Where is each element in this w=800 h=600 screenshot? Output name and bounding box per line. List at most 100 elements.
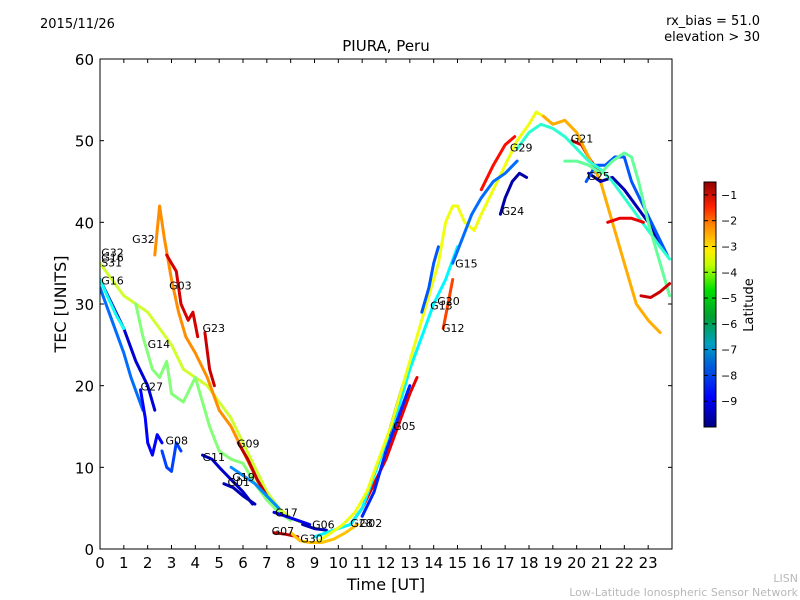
colorbar-tick-label: −8 (721, 369, 737, 382)
colorbar-tick-label: −5 (721, 292, 737, 305)
x-axis: 0 1 2 3 4 5 6 7 8 9 10 11 12 13 14 15 16 17 18 19 20 21 22 23 (95, 59, 658, 572)
x-tick-label: 3 (167, 554, 177, 572)
x-tick-label: 9 (310, 554, 320, 572)
series-g01 (222, 482, 257, 506)
satellite-label: G16 (101, 252, 124, 265)
x-tick-label: 8 (286, 554, 296, 572)
elevation-label: elevation > 30 (664, 30, 760, 45)
colorbar-ticks: −1 −2 −3 −4 −5 −6 −7 −8 −9 (704, 189, 737, 408)
footer-org-long: Low-Latitude Ionospheric Sensor Network (569, 586, 798, 599)
x-tick-label: 10 (329, 554, 348, 572)
satellite-label: G11 (202, 451, 225, 464)
x-tick-label: 2 (143, 554, 153, 572)
x-tick-label: 18 (519, 554, 538, 572)
x-axis-label: Time [UT] (346, 575, 425, 594)
satellite-label: G21 (571, 132, 594, 145)
series-green-late-1 (515, 122, 672, 261)
satellite-label: G02 (360, 517, 383, 530)
series-g32 (100, 261, 305, 525)
series-g29 (479, 135, 517, 192)
satellite-label: G08 (166, 434, 189, 447)
satellite-label: G27 (141, 381, 164, 394)
satellite-label: G28 (350, 517, 373, 530)
satellite-label: G23 (202, 322, 225, 335)
series-green-late-2 (563, 151, 672, 298)
x-tick-label: 12 (376, 554, 395, 572)
series-g03-red (165, 253, 200, 339)
satellite-label: G15 (455, 257, 478, 270)
series-track-green-early (100, 278, 126, 330)
satellite-label: G19 (232, 471, 255, 484)
x-tick-label: 23 (639, 554, 658, 572)
x-tick-label: 7 (262, 554, 272, 572)
footer-credit: LISN Low-Latitude Ionospheric Sensor Net… (569, 572, 798, 600)
y-tick-label: 40 (75, 214, 94, 232)
colorbar-tick-label: −9 (721, 395, 737, 408)
satellite-label: G06 (312, 519, 335, 532)
satellite-label: G07 (272, 525, 295, 538)
series-layer (100, 110, 672, 544)
series-g24 (498, 171, 529, 216)
satellite-label: G29 (510, 141, 533, 154)
date-label: 2015/11/26 (40, 17, 115, 32)
series-g08 (160, 441, 183, 473)
satellite-label: G20 (437, 295, 460, 308)
colorbar-tick-label: −3 (721, 240, 737, 253)
x-tick-label: 6 (238, 554, 248, 572)
colorbar-label: Latitude (742, 278, 757, 332)
series-g30 (289, 523, 359, 544)
colorbar-gradient (703, 181, 717, 428)
series-track-teal-early (100, 286, 145, 412)
y-axis: 0 10 20 30 40 50 60 (75, 51, 672, 559)
satellite-label: S31 (101, 256, 122, 269)
colorbar-tick-label: −1 (721, 189, 737, 202)
satellite-label: G13 (430, 300, 453, 313)
x-tick-label: 4 (191, 554, 201, 572)
y-axis-label: TEC [UNITS] (51, 256, 70, 354)
x-tick-label: 20 (567, 554, 586, 572)
satellite-label: G32 (101, 247, 124, 260)
x-tick-label: 21 (591, 554, 610, 572)
series-g19 (229, 465, 281, 510)
colorbar-tick-label: −7 (721, 344, 737, 357)
satellite-label: G05 (393, 420, 416, 433)
series-g06 (301, 523, 328, 532)
x-tick-label: 19 (543, 554, 562, 572)
colorbar-tick-label: −4 (721, 266, 737, 279)
series-g23 (203, 331, 216, 388)
colorbar: −1 −2 −3 −4 −5 −6 −7 −8 −9 Latitude (703, 181, 757, 428)
series-g15 (451, 159, 519, 265)
series-g27 (139, 388, 164, 457)
rx-bias-info: rx_bias = 51.0 elevation > 30 (664, 14, 760, 46)
series-g17 (272, 510, 312, 526)
y-tick-label: 30 (75, 296, 94, 314)
footer-org-short: LISN (773, 572, 798, 585)
x-tick-label: 22 (615, 554, 634, 572)
satellite-label: G14 (148, 338, 171, 351)
x-tick-label: 17 (496, 554, 515, 572)
x-tick-label: 11 (353, 554, 372, 572)
satellite-label: G25 (587, 170, 610, 183)
satellite-label: G17 (275, 506, 298, 519)
series-g11 (201, 453, 254, 506)
satellite-label: G32 (132, 233, 155, 246)
y-tick-label: 0 (84, 541, 94, 559)
x-tick-label: 16 (472, 554, 491, 572)
colorbar-tick-label: −6 (721, 318, 737, 331)
satellite-label: G12 (442, 322, 465, 335)
satellite-label: G24 (502, 205, 525, 218)
rx-bias-label: rx_bias = 51.0 (666, 14, 760, 29)
y-tick-label: 60 (75, 51, 94, 69)
series-g09 (236, 441, 269, 498)
series-red-late-1 (606, 216, 645, 224)
y-tick-label: 50 (75, 133, 94, 151)
satellite-label: G16 (101, 274, 124, 287)
x-tick-label: 13 (400, 554, 419, 572)
series-red-late-2 (639, 282, 672, 299)
series-g14 (134, 302, 293, 522)
series-g25 (587, 171, 662, 249)
satellite-label: G01 (228, 476, 251, 489)
satellite-label: G03 (169, 279, 192, 292)
